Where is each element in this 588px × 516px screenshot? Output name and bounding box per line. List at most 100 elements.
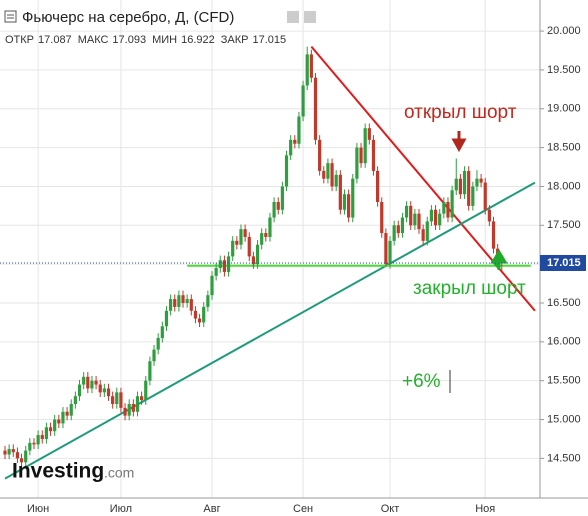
candle-body	[69, 403, 73, 416]
candle-body	[355, 147, 359, 179]
candle-body	[65, 411, 69, 416]
candle-body	[471, 186, 475, 206]
candle-body	[425, 221, 429, 241]
candle-body	[243, 229, 247, 237]
candle-body	[404, 205, 409, 218]
candle-body	[330, 163, 334, 187]
y-tick-label: 18.000	[547, 180, 581, 192]
logo-text: Investing	[12, 460, 104, 483]
candle-body	[123, 407, 127, 416]
candle-body	[82, 376, 86, 385]
candle-body	[438, 213, 442, 226]
candle-body	[202, 306, 206, 323]
candle-body	[297, 116, 301, 144]
candle-body	[251, 256, 255, 265]
candle-body	[272, 201, 276, 218]
candle-body	[127, 403, 131, 416]
candle-body	[57, 419, 61, 424]
x-tick-label: Ноя	[475, 503, 495, 515]
candle-body	[483, 182, 487, 210]
candle-body	[231, 240, 235, 257]
candle-body	[173, 299, 177, 307]
arrow-up	[490, 249, 508, 270]
candle-body	[433, 209, 438, 226]
candle-body	[413, 213, 417, 226]
candle-body	[189, 299, 193, 311]
candle-body	[61, 411, 65, 424]
candle-body	[475, 178, 479, 187]
candle-body	[15, 452, 20, 459]
candle-body	[160, 326, 164, 338]
candle-body	[115, 392, 119, 404]
candle-body	[458, 178, 462, 195]
candle-body	[185, 299, 189, 303]
candle-body	[351, 178, 355, 218]
y-tick-label: 16.000	[547, 336, 581, 348]
candles	[3, 46, 504, 467]
candle-body	[384, 233, 388, 265]
logo-text: .com	[104, 465, 134, 481]
candle-body	[222, 260, 227, 272]
y-tick-label: 16.500	[547, 297, 581, 309]
last-price-badge	[540, 254, 586, 271]
candle-body	[32, 442, 36, 445]
y-tick-label: 18.500	[547, 142, 581, 154]
candle-body	[334, 174, 338, 187]
candle-body	[181, 295, 185, 303]
candle-body	[44, 427, 48, 439]
candle-body	[342, 194, 347, 210]
candle-body	[239, 229, 243, 245]
candle-body	[313, 77, 318, 140]
y-tick-label: 17.500	[547, 219, 581, 231]
ohlc-value: 16.922	[181, 34, 215, 46]
candle-body	[409, 205, 413, 226]
candle-body	[106, 388, 111, 397]
candle-body	[388, 240, 392, 265]
ohlc-value: 17.015	[252, 34, 286, 46]
candle-body	[40, 435, 44, 439]
close-button[interactable]	[304, 11, 316, 23]
candle-body	[193, 310, 198, 319]
candle-body	[140, 396, 144, 401]
candle-body	[235, 240, 239, 245]
candle-body	[400, 217, 405, 234]
settings-button[interactable]	[287, 11, 299, 23]
candle-body	[210, 275, 214, 296]
candle-body	[305, 54, 309, 86]
candle-body	[218, 260, 222, 269]
candle-body	[363, 128, 367, 164]
candle-body	[467, 170, 471, 206]
candle-body	[260, 233, 264, 245]
y-tick-label: 14.500	[547, 452, 581, 464]
ohlc-value: 17.087	[38, 34, 72, 46]
candle-body	[36, 435, 40, 445]
candle-body	[264, 233, 268, 237]
candle-body	[392, 225, 396, 241]
candle-body	[177, 295, 181, 307]
candle-body	[28, 442, 32, 451]
candle-body	[197, 318, 202, 323]
candle-body	[454, 178, 458, 191]
candle-body	[7, 449, 11, 455]
candle-body	[338, 174, 342, 210]
candle-body	[371, 139, 376, 171]
annotation: открыл шорт	[404, 102, 517, 123]
candle-body	[326, 163, 330, 179]
candle-body	[131, 403, 135, 412]
candle-body	[247, 236, 251, 257]
x-tick-label: Июн	[27, 503, 49, 515]
grid	[0, 0, 540, 498]
y-tick-label: 15.000	[547, 413, 581, 425]
candle-body	[322, 170, 326, 179]
x-tick-label: Авг	[203, 503, 220, 515]
candle-body	[429, 209, 434, 222]
x-tick-label: Окт	[381, 503, 400, 515]
x-tick-label: Июл	[110, 503, 132, 515]
candle-body	[73, 396, 77, 404]
y-tick-label: 19.000	[547, 103, 581, 115]
candle-body	[19, 458, 24, 463]
annotation: закрыл шорт	[413, 278, 526, 299]
candle-body	[309, 54, 313, 78]
candle-body	[318, 139, 322, 171]
candle-body	[396, 225, 400, 234]
